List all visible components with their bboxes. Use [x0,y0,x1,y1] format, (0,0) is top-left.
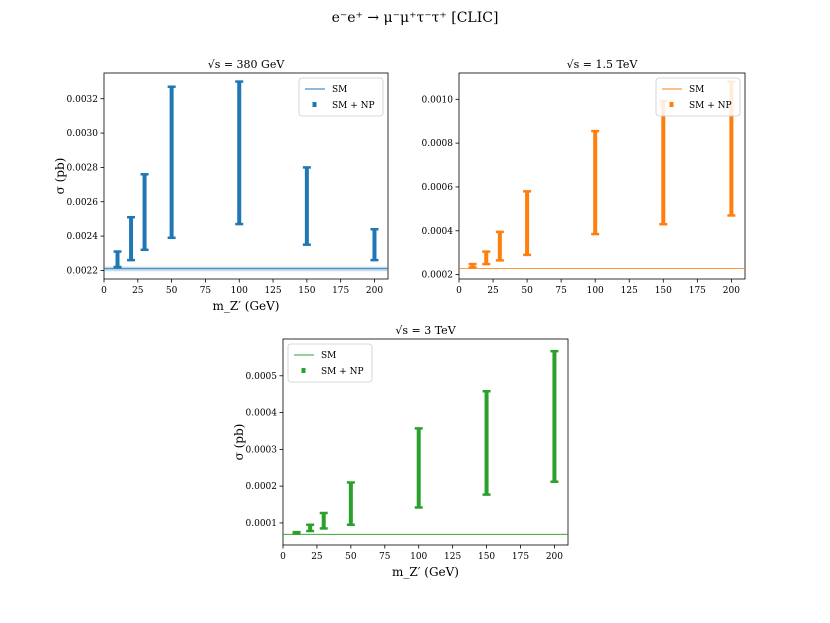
np-errorbar [495,230,504,262]
x-tick-label: 150 [478,552,495,562]
legend-np-swatch [312,102,317,107]
np-errorbar [659,99,668,226]
x-tick-label: 50 [166,286,178,296]
legend-box [298,77,384,117]
x-tick-label: 125 [264,286,281,296]
np-errorbar [523,190,532,257]
np-errorbar [113,250,122,269]
np-errorbar [127,215,136,262]
legend: SM SM + NP [298,77,384,117]
np-errorbar [591,129,600,236]
chart-panel-1: 0 25 50 75 100 125 150 175 200 0.0022 0.0024 0.0026… [53,58,389,313]
y-tick-label: 0.0002 [246,482,278,492]
y-tick-label: 0.0004 [422,227,454,237]
legend-sm-label: SM [689,85,704,95]
x-tick-label: 150 [655,286,672,296]
np-errorbar [346,481,355,527]
x-axis-label: m_Z′ (GeV) [392,565,459,579]
np-errorbar [235,80,244,226]
y-tick-label: 0.0028 [67,163,99,173]
y-tick-label: 0.0005 [246,372,278,382]
x-tick-label: 25 [487,286,499,296]
legend: SM SM + NP [287,343,373,383]
y-tick-label: 0.0010 [422,95,454,105]
x-tick-label: 125 [621,286,638,296]
x-tick-label: 200 [723,286,740,296]
y-tick-label: 0.0026 [67,198,99,208]
x-tick-label: 100 [587,286,604,296]
y-axis-label: σ (pb) [53,158,67,195]
y-axis-label: σ (pb) [232,424,246,461]
y-tick-label: 0.0003 [246,445,278,455]
np-errorbar [482,389,491,496]
y-tick-label: 0.0030 [67,129,99,139]
x-tick-label: 0 [101,286,107,296]
x-tick-label: 200 [546,552,563,562]
legend-np-swatch [669,102,674,107]
x-tick-label: 75 [379,552,391,562]
np-errorbar [140,173,149,252]
np-errorbar [482,250,491,266]
legend-np-label: SM + NP [689,101,732,111]
y-tick-label: 0.0008 [422,139,454,149]
y-tick-label: 0.0024 [67,232,99,242]
legend-sm-label: SM [332,85,347,95]
x-tick-label: 175 [332,286,349,296]
x-tick-label: 0 [280,552,286,562]
axes-frame [103,72,389,280]
legend-box [287,343,373,383]
y-tick-label: 0.0001 [246,519,278,529]
x-tick-label: 200 [366,286,383,296]
x-tick-label: 25 [132,286,144,296]
axes-frame [282,338,569,546]
x-tick-label: 150 [298,286,315,296]
x-tick-label: 50 [345,552,357,562]
x-tick-label: 50 [521,286,533,296]
y-tick-label: 0.0004 [246,409,278,419]
y-tick-label: 0.0002 [422,271,454,281]
y-tick-label: 0.0022 [67,266,99,276]
x-tick-label: 100 [410,552,427,562]
np-errorbar [167,85,176,240]
x-tick-label: 75 [200,286,212,296]
y-tick-label: 0.0032 [67,95,99,105]
axes-title: √s = 380 GeV [208,58,286,71]
np-errorbar [302,166,311,246]
np-errorbar [306,523,315,533]
legend-box [655,77,741,117]
np-errorbar [468,262,477,269]
x-tick-label: 25 [311,552,323,562]
figure-title: e⁻e⁺ → μ⁻μ⁺τ⁻τ⁺ [CLIC] [331,10,499,26]
y-tick-label: 0.0006 [422,183,454,193]
legend: SM SM + NP [655,77,741,117]
np-errorbar [292,530,301,535]
legend-np-label: SM + NP [321,367,364,377]
axes-title: √s = 1.5 TeV [567,58,639,71]
x-tick-label: 100 [231,286,248,296]
axes-title: √s = 3 TeV [395,324,456,337]
x-tick-label: 175 [689,286,706,296]
axes-frame [458,72,746,280]
np-errorbar [550,349,559,483]
legend-np-swatch [301,368,306,373]
np-errorbar [370,227,379,262]
chart-panel-2: 0 25 50 75 100 125 150 175 200 0.0002 0.0004 0.0006… [422,58,746,296]
x-tick-label: 0 [456,286,462,296]
chart-panel-3: 0 25 50 75 100 125 150 175 200 0.0001 0.0002 0.0003… [232,324,569,579]
x-axis-label: m_Z′ (GeV) [213,299,280,313]
np-errorbar [319,511,328,530]
np-errorbar [414,427,423,509]
x-tick-label: 125 [444,552,461,562]
legend-np-label: SM + NP [332,101,375,111]
x-tick-label: 75 [555,286,567,296]
legend-sm-label: SM [321,351,336,361]
x-tick-label: 175 [512,552,529,562]
